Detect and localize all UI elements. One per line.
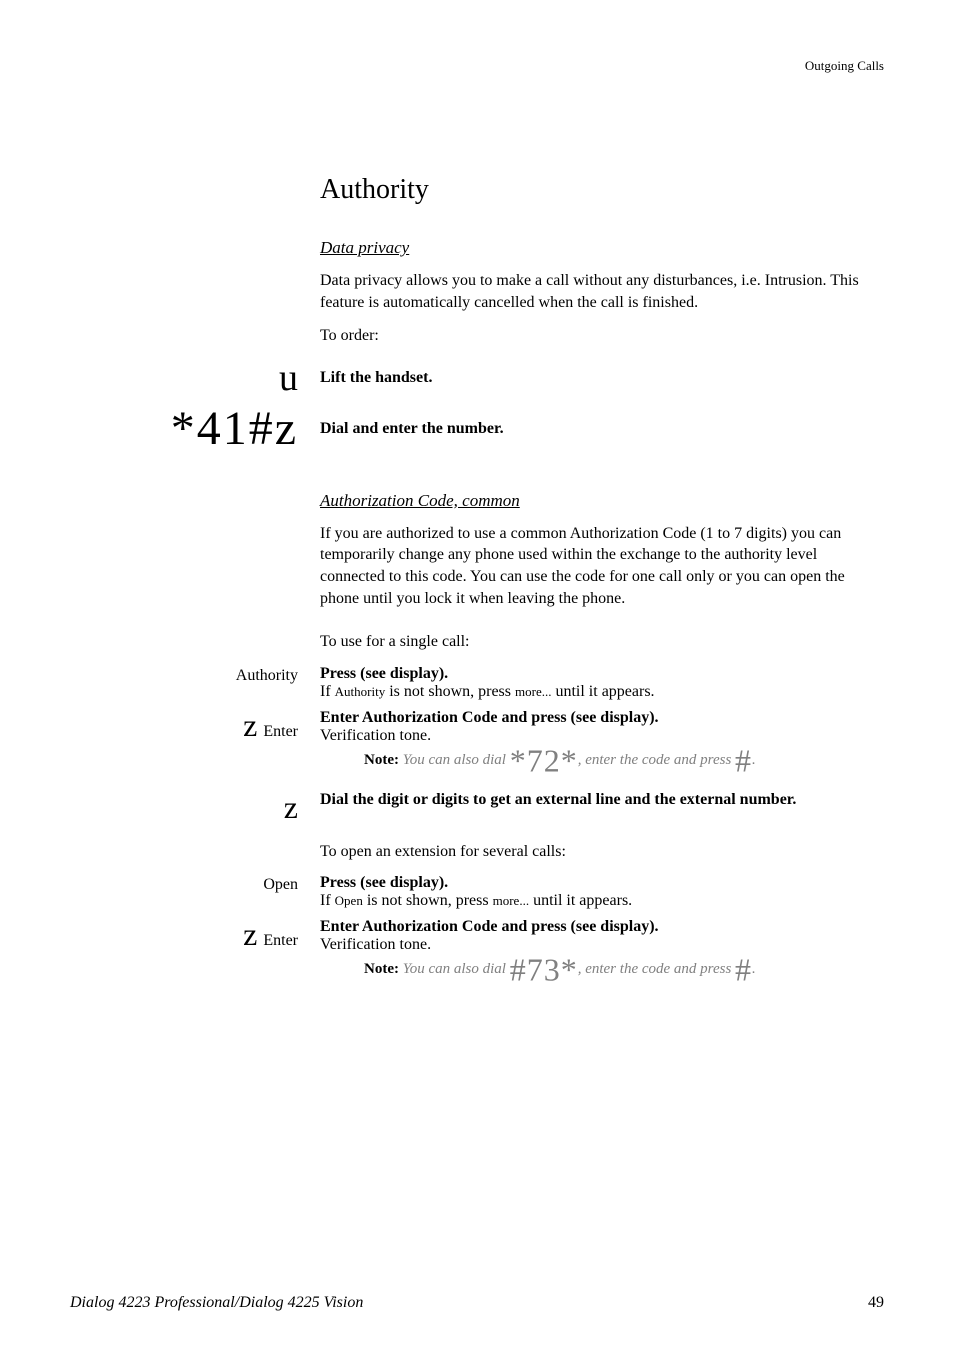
row-z-enter-2: z Enter Enter Authorization Code and pres…	[70, 918, 884, 992]
section-title: Authority	[320, 174, 884, 206]
authority-instruction: Press (see display).	[320, 665, 884, 683]
handset-glyph: u	[279, 359, 298, 397]
row-open: Open Press (see display). If Open is not…	[70, 874, 884, 910]
footer: Dialog 4223 Professional/Dialog 4225 Vis…	[70, 1294, 884, 1312]
row-authority: Authority Press (see display). If Author…	[70, 665, 884, 701]
header-right: Outgoing Calls	[70, 58, 884, 74]
open-instruction: Press (see display).	[320, 874, 884, 892]
dial-number-instruction: Dial and enter the number.	[320, 420, 504, 437]
authority-label: Authority	[236, 667, 298, 684]
auth-code-p3: To open an extension for several calls:	[320, 841, 884, 863]
enter-label-1: Enter	[263, 723, 298, 741]
subsection-data-privacy: Data privacy	[320, 238, 884, 258]
z-glyph-1: z	[243, 709, 257, 741]
open-detail: If Open is not shown, press more... unti…	[320, 892, 884, 910]
content-area: Authority Data privacy Data privacy allo…	[320, 174, 884, 347]
enter-label-2: Enter	[263, 932, 298, 950]
z-glyph-2: z	[243, 918, 257, 950]
row-dial-number: *41#z Dial and enter the number.	[70, 405, 884, 453]
note-1: Note: You can also dial *72*, enter the …	[364, 751, 884, 769]
dial-code-glyph: *41#z	[171, 405, 298, 453]
z-dial-instruction: Dial the digit or digits to get an exter…	[320, 791, 884, 809]
auth-code-p2: To use for a single call:	[320, 631, 884, 653]
data-privacy-p2: To order:	[320, 325, 884, 347]
z-enter-2-instruction: Enter Authorization Code and press (see …	[320, 918, 884, 936]
z-glyph-dial: z	[284, 789, 298, 825]
z-enter-2-detail: Verification tone.	[320, 936, 884, 954]
lift-handset-instruction: Lift the handset.	[320, 369, 432, 386]
z-enter-1-detail: Verification tone.	[320, 727, 884, 745]
row-lift-handset: u Lift the handset.	[70, 359, 884, 397]
page-number: 49	[868, 1294, 884, 1312]
row-z-enter-1: z Enter Enter Authorization Code and pres…	[70, 709, 884, 783]
row-z-dial: z Dial the digit or digits to get an ext…	[70, 791, 884, 823]
authority-detail: If Authority is not shown, press more...…	[320, 683, 884, 701]
footer-left: Dialog 4223 Professional/Dialog 4225 Vis…	[70, 1294, 363, 1312]
note-2: Note: You can also dial #73*, enter the …	[364, 960, 884, 978]
open-label: Open	[263, 876, 298, 893]
data-privacy-p1: Data privacy allows you to make a call w…	[320, 270, 884, 313]
z-enter-1-instruction: Enter Authorization Code and press (see …	[320, 709, 884, 727]
auth-code-section: Authorization Code, common If you are au…	[320, 491, 884, 653]
auth-code-p1: If you are authorized to use a common Au…	[320, 523, 884, 609]
subsection-auth-code: Authorization Code, common	[320, 491, 884, 511]
